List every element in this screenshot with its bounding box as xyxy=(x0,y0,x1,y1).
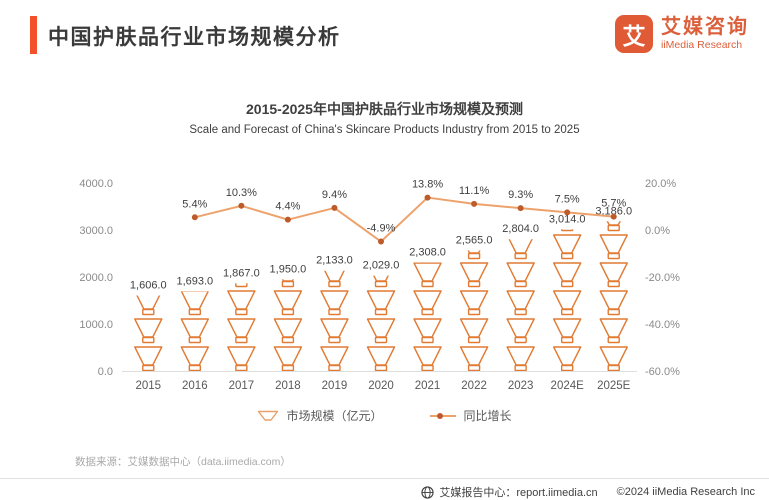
growth-label: 7.5% xyxy=(555,193,580,205)
y-right-tick: -40.0% xyxy=(645,319,680,331)
bar-pictogram-2015 xyxy=(134,295,163,372)
y-right-tick: -20.0% xyxy=(645,272,680,284)
growth-label: 4.4% xyxy=(275,201,300,213)
iimedia-logo: 艾 艾媒咨询 iiMedia Research xyxy=(615,15,749,53)
y-left-tick: 0.0 xyxy=(98,366,113,378)
growth-point-2016 xyxy=(191,214,198,221)
growth-label: 5.7% xyxy=(601,198,626,210)
legend-label-growth: 同比增长 xyxy=(463,409,512,423)
footer-copyright: ©2024 iiMedia Research Inc xyxy=(616,486,755,498)
y-right-tick: -60.0% xyxy=(645,366,680,378)
bar-value-label: 1,693.0 xyxy=(176,275,213,287)
title-accent-bar xyxy=(30,16,37,54)
growth-point-2025E xyxy=(610,213,617,220)
x-axis-label-2015: 2015 xyxy=(135,380,161,392)
bar-value-label: 1,867.0 xyxy=(223,267,260,279)
y-right-tick: 0.0% xyxy=(645,225,670,237)
bar-pictogram-2021 xyxy=(413,262,442,371)
x-axis-label-2016: 2016 xyxy=(182,380,208,392)
bar-value-label: 1,950.0 xyxy=(270,263,307,275)
bar-pictogram-2018 xyxy=(273,279,303,372)
bar-value-label: 2,029.0 xyxy=(363,260,400,272)
bar-value-label: 2,804.0 xyxy=(502,223,539,235)
x-axis-label-2019: 2019 xyxy=(322,380,348,392)
x-axis-label-2024E: 2024E xyxy=(551,380,585,392)
y-left-tick: 3000.0 xyxy=(79,225,113,237)
growth-line xyxy=(194,196,614,243)
bar-value-label: 2,565.0 xyxy=(456,234,493,246)
bar-value-label: 1,606.0 xyxy=(130,280,167,292)
legend-label-market-scale: 市场规模（亿元） xyxy=(286,409,383,423)
legend-item-growth: 同比增长 xyxy=(429,407,512,424)
footer-report-center: 艾媒报告中心：report.iimedia.cn xyxy=(439,487,598,499)
chart-subtitle: Scale and Forecast of China's Skincare P… xyxy=(189,124,580,136)
bar-pictogram-2020 xyxy=(366,275,396,371)
y-left-tick: 2000.0 xyxy=(79,272,113,284)
bar-pictogram-2017 xyxy=(227,283,256,372)
growth-label: 13.8% xyxy=(412,179,443,191)
x-axis-label-2020: 2020 xyxy=(368,380,394,392)
bar-pictogram-2023 xyxy=(506,239,535,371)
growth-label: 10.3% xyxy=(226,187,257,199)
legend-item-market-scale: 市场规模（亿元） xyxy=(257,407,383,424)
logo-name-cn: 艾媒咨询 xyxy=(661,16,749,39)
growth-label: 11.1% xyxy=(459,185,490,197)
bar-value-label: 3,014.0 xyxy=(549,213,586,225)
y-left-tick: 4000.0 xyxy=(79,178,113,190)
bar-value-label: 2,133.0 xyxy=(316,255,353,267)
growth-label: -4.9% xyxy=(367,223,396,235)
bar-pictogram-2022 xyxy=(459,250,489,372)
bar-pictogram-2024E xyxy=(552,229,582,371)
bar-pictogram-2019 xyxy=(320,270,349,371)
chart-title: 2015-2025年中国护肤品行业市场规模及预测 xyxy=(246,101,523,117)
growth-point-2021 xyxy=(424,194,431,201)
chart-legend: 市场规模（亿元） 同比增长 xyxy=(0,407,769,424)
growth-point-2024E xyxy=(564,209,571,216)
growth-point-2018 xyxy=(284,216,291,223)
y-left-tick: 1000.0 xyxy=(79,319,113,331)
x-axis-label-2025E: 2025E xyxy=(597,380,631,392)
growth-label: 5.4% xyxy=(182,198,207,210)
x-axis-label-2022: 2022 xyxy=(461,380,487,392)
bar-value-label: 2,308.0 xyxy=(409,247,446,259)
growth-point-2023 xyxy=(517,205,524,212)
bar-value-label: 3,186.0 xyxy=(595,205,632,217)
growth-point-2017 xyxy=(238,202,245,209)
x-axis-label-2021: 2021 xyxy=(415,380,441,392)
footer-bar: 艾媒报告中心：report.iimedia.cn ©2024 iiMedia R… xyxy=(421,484,755,500)
x-axis-label-2017: 2017 xyxy=(229,380,255,392)
footer-divider xyxy=(0,478,769,479)
trapezoid-legend-icon xyxy=(258,410,279,421)
logo-name-en: iiMedia Research xyxy=(661,39,743,52)
growth-label: 9.4% xyxy=(322,189,347,201)
iimedia-logo-icon: 艾 xyxy=(615,15,653,53)
data-source-note: 数据来源：艾媒数据中心（data.iimedia.com） xyxy=(75,456,291,468)
globe-icon xyxy=(421,485,434,499)
bar-pictogram-2016 xyxy=(180,291,210,371)
bar-pictogram-2025E xyxy=(599,221,628,371)
growth-label: 9.3% xyxy=(508,189,533,201)
growth-point-2020 xyxy=(378,238,384,245)
y-right-tick: 20.0% xyxy=(645,178,676,190)
growth-point-2019 xyxy=(331,204,338,211)
x-axis-label-2023: 2023 xyxy=(508,380,534,392)
page-title: 中国护肤品行业市场规模分析 xyxy=(48,26,341,49)
growth-point-2022 xyxy=(471,200,478,207)
line-legend-icon xyxy=(429,412,456,419)
x-axis-label-2018: 2018 xyxy=(275,380,301,392)
